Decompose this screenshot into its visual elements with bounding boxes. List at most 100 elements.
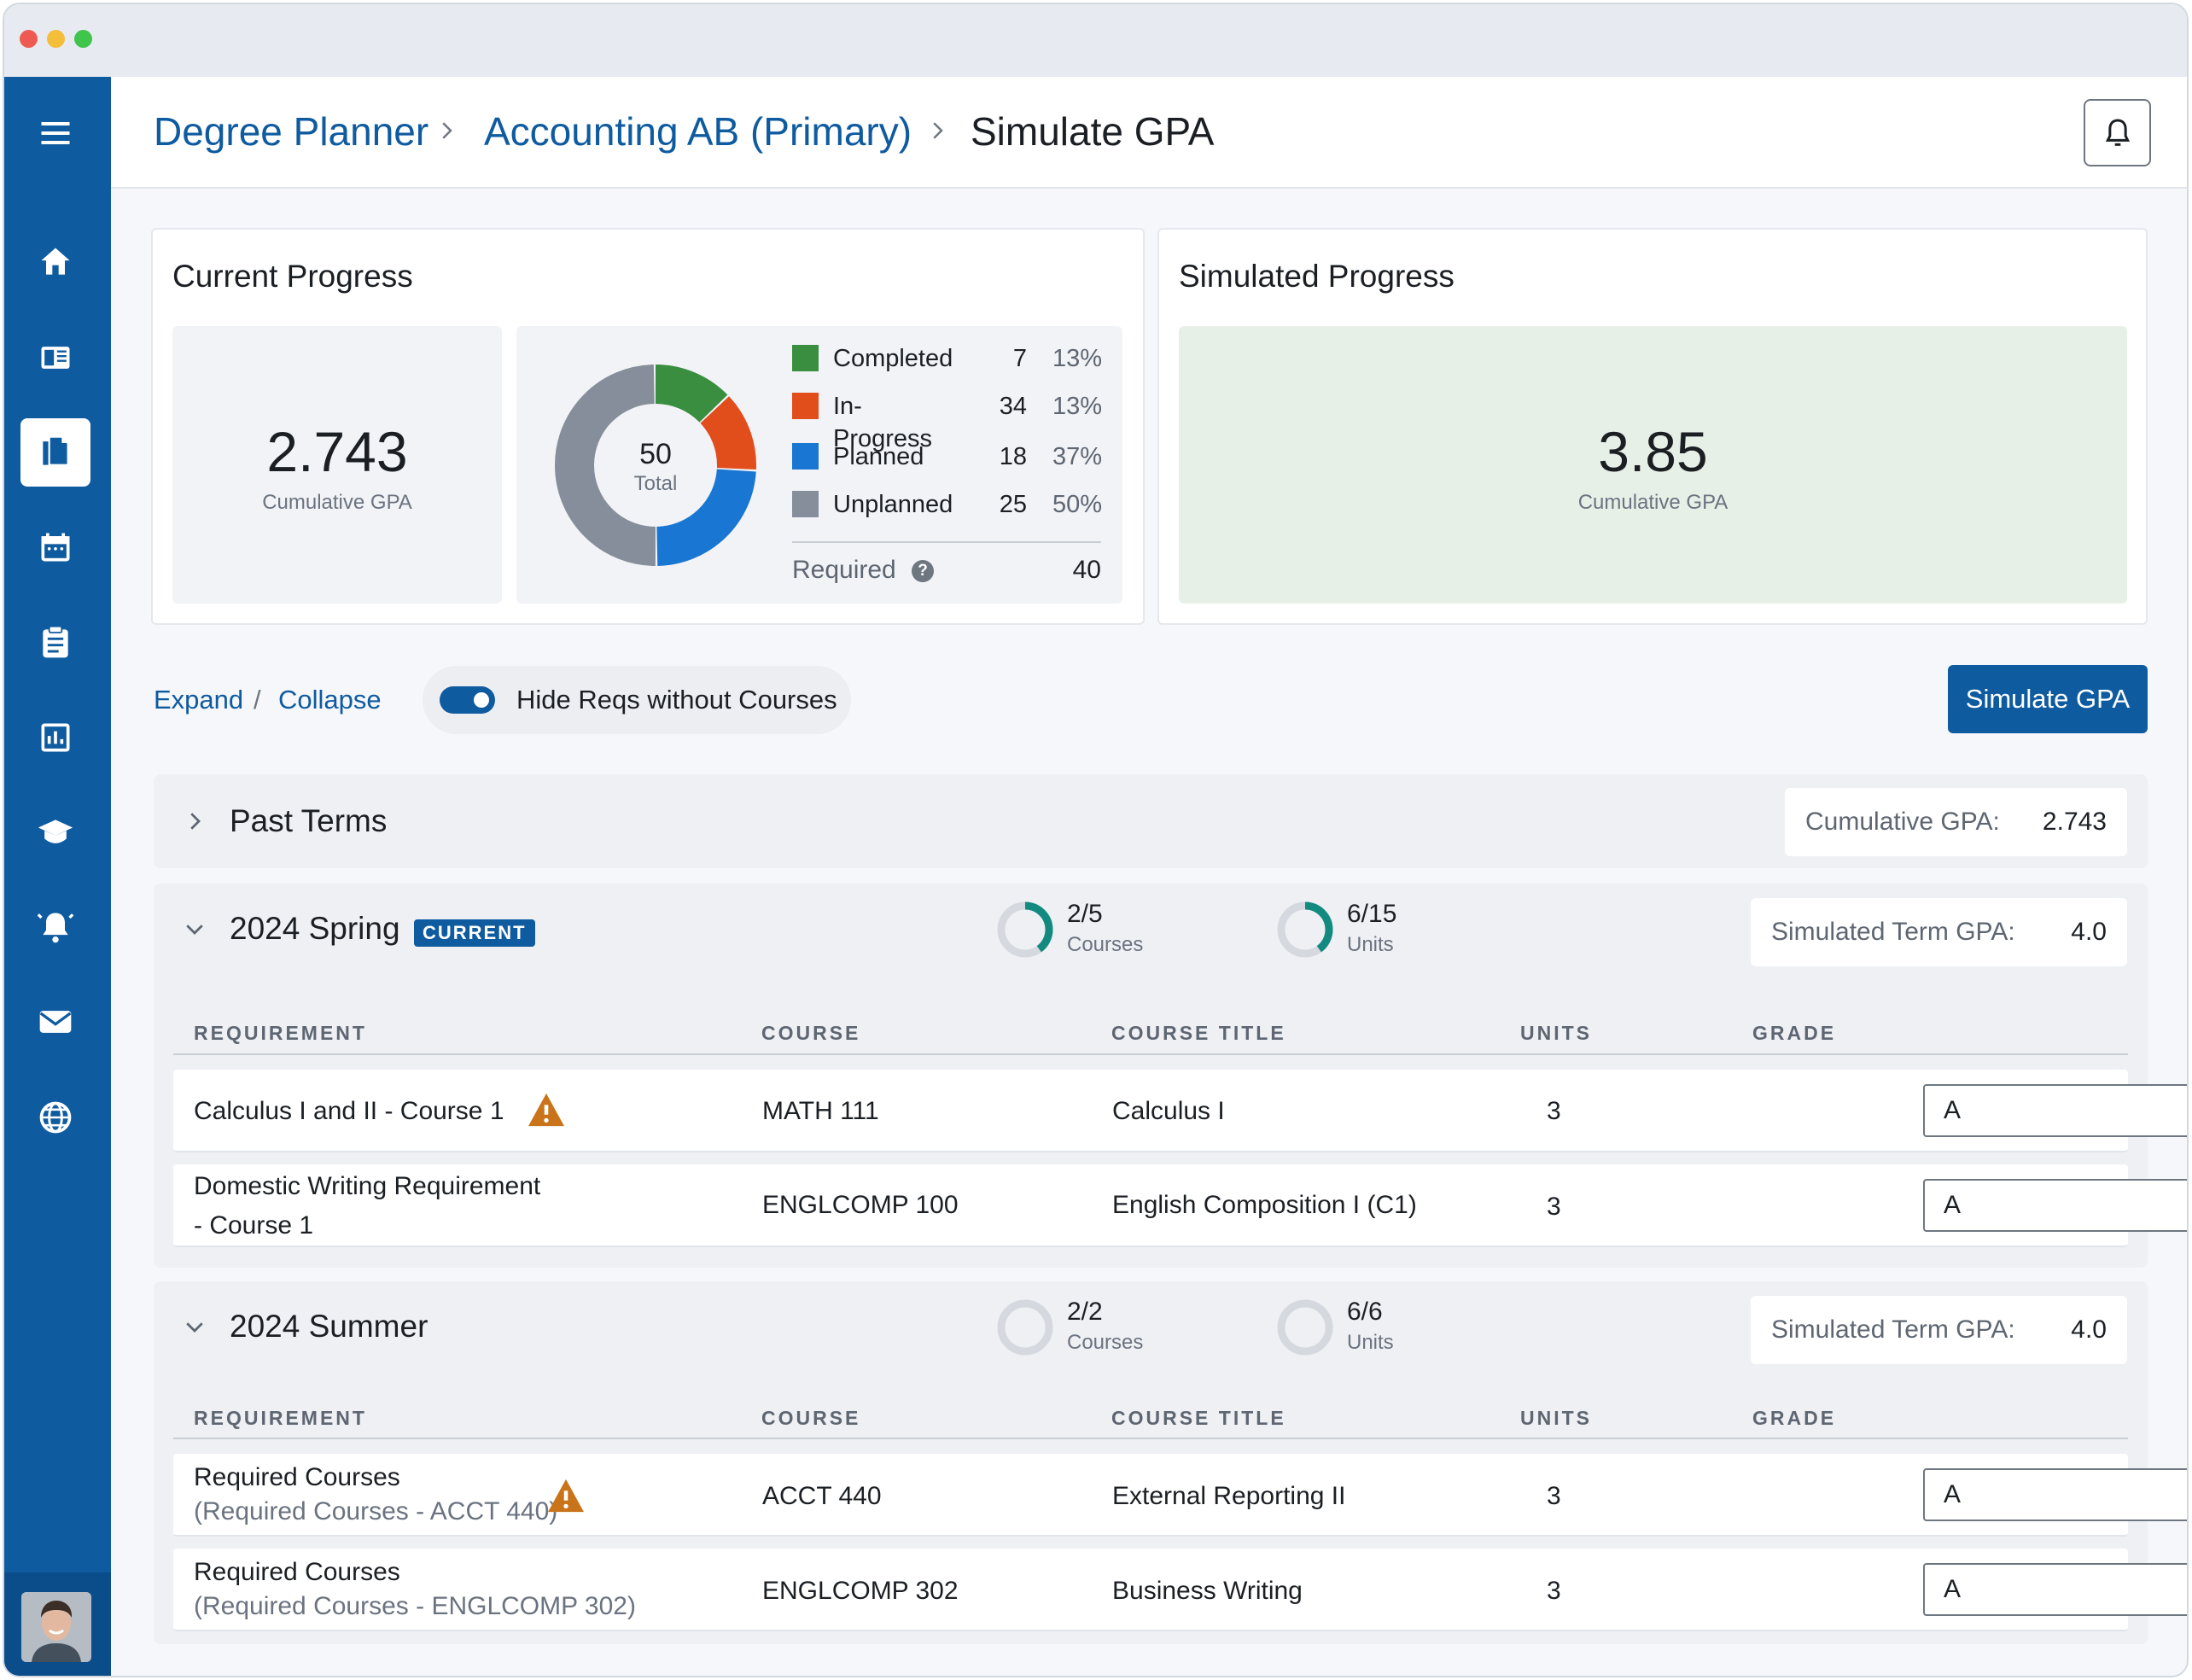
courses-count: 2/5 [1067,900,1103,928]
header-divider [173,1438,2128,1439]
progress-breakdown-box: 50 Total Completed 7 13% In-Progress 34 … [516,326,1122,604]
chevron-down-icon[interactable] [182,916,207,942]
mail-icon[interactable] [20,988,90,1056]
legend-count: 7 [1012,345,1027,372]
units-count: 6/15 [1347,900,1397,928]
chevron-right-icon[interactable] [182,808,207,834]
term-title[interactable]: 2024 Summer [230,1309,428,1344]
units-label: Units [1347,933,1394,956]
table-row: Required Courses (Required Courses - ACC… [173,1454,2187,1537]
legend-swatch [792,443,819,470]
menu-icon[interactable] [20,99,90,167]
table-row: Domestic Writing Requirement - Course 1 … [173,1164,2187,1247]
warning-icon[interactable] [527,1092,566,1128]
chevron-down-icon[interactable] [182,1314,207,1339]
term-gpa-label: Simulated Term GPA: [1771,918,2015,946]
grade-select[interactable]: A [1923,1468,2187,1521]
course-title-cell: Calculus I [1112,1097,1225,1125]
term-title[interactable]: 2024 Spring [230,911,400,946]
bell-icon [2105,118,2130,146]
breadcrumb-degree-planner[interactable]: Degree Planner [154,109,429,154]
units-cell: 3 [1547,1482,1561,1510]
courses-progress-ring [997,1299,1053,1356]
chevron-right-icon [933,122,943,139]
column-header-grade: GRADE [1752,1407,1837,1429]
page-header: Degree Planner Accounting AB (Primary) S… [111,77,2187,189]
notifications-button[interactable] [2084,99,2151,166]
toggle-knob [474,692,489,708]
legend-percent: 13% [1052,345,1102,372]
requirement-cell-continued: - Course 1 [194,1211,314,1240]
sidebar [4,77,111,1676]
table-row: Required Courses (Required Courses - ENG… [173,1549,2187,1631]
donut-slice-in-progress [555,365,756,566]
calendar-icon[interactable] [20,513,90,581]
grade-select[interactable]: A [1923,1563,2187,1616]
current-progress-title: Current Progress [172,259,413,294]
expand-link[interactable]: Expand [154,685,244,715]
maximize-window-button[interactable] [74,30,92,48]
simulate-gpa-button[interactable]: Simulate GPA [1948,665,2148,733]
requirement-subtext: (Required Courses - ENGLCOMP 302) [194,1592,636,1620]
minimize-window-button[interactable] [47,30,65,48]
alert-bell-icon[interactable] [20,893,90,961]
column-header-units: UNITS [1520,1022,1592,1044]
breadcrumb-accounting[interactable]: Accounting AB (Primary) [484,109,912,154]
term-gpa-label: Simulated Term GPA: [1771,1315,2015,1344]
legend-swatch [792,345,819,371]
past-terms-title[interactable]: Past Terms [230,803,388,838]
courses-count: 2/2 [1067,1298,1103,1326]
graduation-cap-icon[interactable] [20,798,90,866]
current-badge: CURRENT [414,919,535,947]
requirement-cell: Required Courses [194,1558,400,1586]
course-cell: ENGLCOMP 302 [762,1577,959,1605]
units-cell: 3 [1547,1577,1561,1605]
units-progress-ring [1277,1299,1333,1356]
past-terms-gpa: Cumulative GPA: 2.743 [1785,788,2127,856]
globe-icon[interactable] [20,1083,90,1152]
legend-percent: 37% [1052,443,1102,470]
grade-select[interactable]: A [1923,1084,2187,1137]
course-title-cell: English Composition I (C1) [1112,1191,1417,1219]
requirement-cell: Calculus I and II - Course 1 [194,1097,504,1125]
donut-slice-completed [555,365,756,566]
legend-name: Unplanned [833,491,953,518]
hide-reqs-toggle[interactable] [440,686,495,714]
sidebar-footer [4,1572,111,1676]
required-row: Required ? 40 [792,551,1101,589]
legend-name: Planned [833,443,924,470]
current-gpa-box: 2.743 Cumulative GPA [172,326,502,604]
close-window-button[interactable] [20,30,38,48]
chart-icon[interactable] [20,703,90,772]
course-cell: MATH 111 [762,1097,879,1125]
column-header-course-title: COURSE TITLE [1111,1407,1286,1429]
column-header-requirement: REQUIREMENT [194,1022,367,1044]
document-icon[interactable] [20,418,90,487]
course-title-cell: Business Writing [1112,1577,1303,1605]
warning-icon[interactable] [546,1478,586,1514]
grade-select[interactable]: A [1923,1179,2187,1232]
term-gpa-value: 4.0 [2071,918,2107,946]
requirement-subtext: (Required Courses - ACCT 440) [194,1497,558,1525]
collapse-link[interactable]: Collapse [278,685,382,715]
ring-track [997,1299,1053,1356]
clipboard-icon[interactable] [20,608,90,676]
course-cell: ACCT 440 [762,1482,882,1510]
catalog-icon[interactable] [20,324,90,392]
hide-reqs-toggle-group[interactable]: Hide Reqs without Courses [423,666,851,734]
courses-label: Courses [1067,933,1144,956]
header-divider [173,1053,2128,1055]
donut-total-value: 50 [639,438,672,470]
help-icon[interactable]: ? [912,560,935,583]
legend-count: 18 [999,443,1027,470]
grade-value: A [1944,1575,1962,1603]
simulated-gpa-label: Cumulative GPA [1577,491,1729,514]
ring-fill [997,901,1053,958]
app-window: Degree Planner Accounting AB (Primary) S… [3,3,2189,1677]
column-header-course-title: COURSE TITLE [1111,1022,1286,1044]
current-gpa-label: Cumulative GPA [262,491,412,514]
past-terms-gpa-label: Cumulative GPA: [1805,808,2000,836]
avatar[interactable] [21,1592,91,1662]
home-icon[interactable] [20,228,90,296]
legend-name: Completed [833,345,953,372]
